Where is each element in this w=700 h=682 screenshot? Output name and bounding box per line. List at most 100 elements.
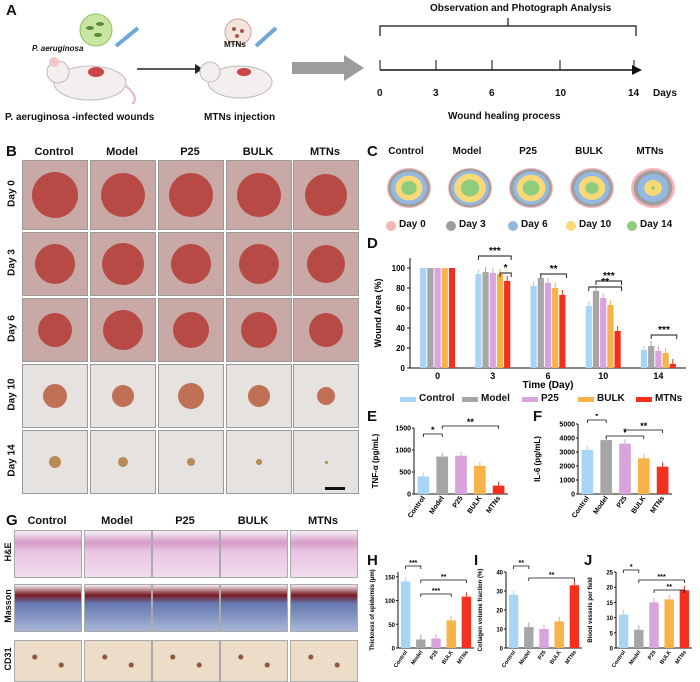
timeline-unit: Days — [653, 88, 677, 99]
y-tick-label: 10 — [606, 616, 613, 622]
y-tick-label: 40 — [496, 571, 503, 577]
panel-label-i: I — [474, 552, 479, 569]
timeline-title: Observation and Photograph Analysis — [430, 3, 612, 14]
wound-trace — [387, 168, 431, 208]
histology-column-header: BULK — [237, 515, 269, 527]
y-tick-label: 100 — [385, 599, 396, 605]
timeline-caption: Wound healing process — [448, 111, 561, 122]
bar — [400, 581, 411, 648]
bar — [417, 476, 430, 494]
legend-dot — [566, 221, 576, 231]
photo-column-header: Model — [106, 146, 138, 158]
trace-layer — [585, 182, 599, 194]
wound-trace — [509, 168, 553, 208]
legend-label: BULK — [597, 393, 625, 404]
y-tick-label: 10 — [496, 628, 503, 634]
legend-label: Model — [481, 393, 510, 404]
wound-photo — [293, 232, 359, 296]
photo-column-header: MTNs — [310, 146, 340, 158]
wound-photo — [90, 364, 156, 428]
timeline-tick-10: 10 — [555, 88, 567, 99]
wound-photo — [226, 298, 292, 362]
x-tick-label: BULK — [549, 650, 563, 666]
trace-layer — [651, 186, 655, 190]
x-tick-label: Control — [407, 495, 427, 518]
panel-label-g: G — [6, 512, 18, 529]
legend-label: Day 6 — [521, 219, 548, 230]
significance-bracket — [624, 429, 663, 433]
wound-photo — [158, 232, 224, 296]
bar — [530, 286, 537, 368]
bar — [648, 346, 655, 368]
panel-label-a: A — [6, 2, 17, 19]
panel-label-j: J — [584, 552, 593, 569]
x-tick-label: MTNs — [486, 495, 503, 515]
wound-photo — [90, 298, 156, 362]
legend-label: Day 10 — [579, 219, 612, 230]
x-tick-label: 10 — [598, 371, 608, 381]
y-axis-label: Thickness of epidermis (μm) — [370, 569, 376, 650]
histology-image — [220, 640, 288, 682]
x-tick-label: 0 — [435, 371, 440, 381]
wound-area — [118, 457, 128, 467]
histology-image — [220, 584, 288, 632]
significance-mark: * — [431, 425, 435, 435]
legend-dot — [627, 221, 637, 231]
significance-mark: *** — [432, 588, 440, 595]
histology-image — [14, 640, 82, 682]
x-tick-label: Control — [571, 495, 591, 518]
wound-area — [305, 174, 347, 216]
legend-dot — [446, 221, 456, 231]
wound-photo — [158, 364, 224, 428]
bar — [475, 274, 482, 368]
legend-swatch — [522, 397, 538, 402]
bar — [664, 599, 674, 648]
bar — [496, 274, 504, 368]
bar — [537, 278, 544, 368]
wound-area — [35, 244, 75, 284]
wound-photo — [293, 364, 359, 428]
histology-image — [152, 584, 220, 632]
wound-area — [307, 245, 345, 283]
y-axis-label: IL-6 (pg/mL) — [533, 436, 542, 482]
caption-mtns-injection: MTNs injection — [204, 112, 276, 123]
significance-mark: ** — [601, 277, 609, 288]
wound-photo — [90, 160, 156, 230]
wound-area — [101, 173, 145, 217]
x-tick-label: 6 — [545, 371, 550, 381]
x-tick-label: Model — [518, 649, 532, 666]
wound-photo — [90, 232, 156, 296]
x-tick-label: MTNs — [565, 650, 579, 666]
wound-trace — [448, 168, 492, 208]
x-tick-label: BULK — [631, 495, 648, 515]
wound-photo — [226, 430, 292, 494]
legend-swatch — [636, 397, 652, 402]
wound-area — [237, 173, 281, 217]
y-tick-label: 40 — [396, 324, 405, 333]
bar — [554, 621, 564, 648]
wound-photo — [226, 364, 292, 428]
x-tick-label: P25 — [647, 650, 658, 661]
histology-column-header: Control — [27, 515, 67, 527]
photo-row-label: Day 0 — [6, 180, 18, 207]
significance-bracket — [595, 280, 623, 285]
wound-area — [173, 312, 209, 348]
histology-image — [290, 530, 358, 578]
x-tick-label: Control — [501, 649, 517, 669]
x-tick-label: Model — [410, 649, 424, 666]
legend-swatch — [462, 397, 478, 402]
significance-bracket — [653, 589, 685, 593]
x-tick-label: MTNs — [650, 495, 667, 515]
significance-bracket — [528, 577, 575, 581]
panel-label-d: D — [367, 235, 378, 252]
y-tick-label: 1000 — [559, 478, 575, 485]
significance-mark: *** — [658, 325, 670, 336]
histology-image — [152, 530, 220, 578]
y-tick-label: 100 — [392, 264, 406, 273]
legend-label: Control — [419, 393, 455, 404]
wound-photo — [22, 232, 88, 296]
timeline-tick-3: 3 — [433, 88, 439, 99]
photo-row-label: Day 10 — [6, 378, 18, 411]
timeline-tick-0: 0 — [377, 88, 383, 99]
wound-trace — [570, 168, 614, 208]
